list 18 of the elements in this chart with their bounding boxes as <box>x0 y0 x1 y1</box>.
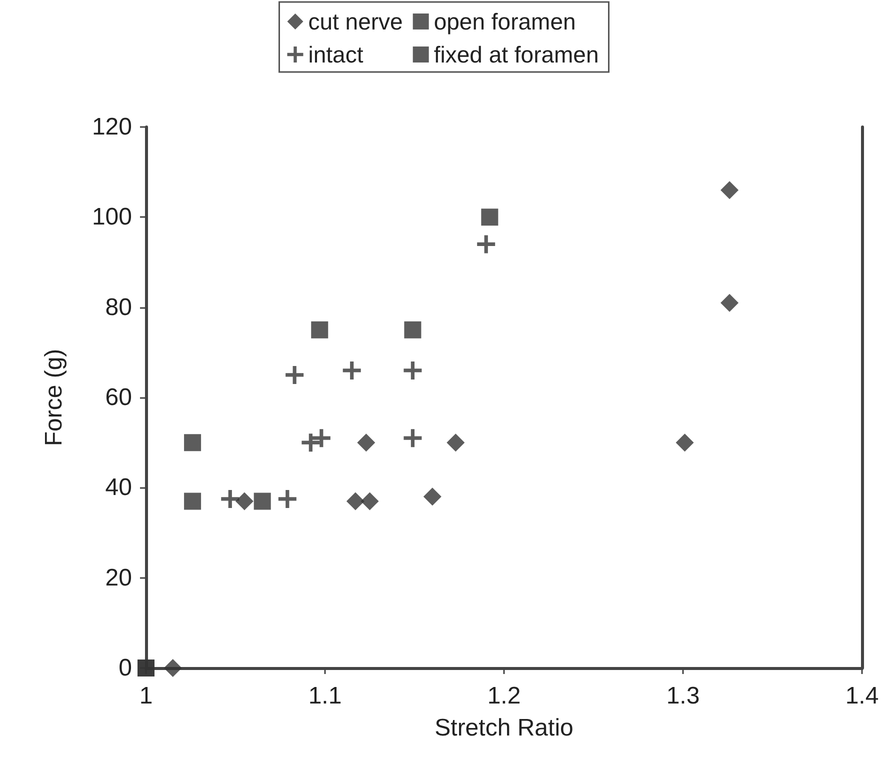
x-axis-title: Stretch Ratio <box>434 714 574 742</box>
y-tick-label: 20 <box>105 564 132 592</box>
legend-label: cut nerve <box>308 8 403 34</box>
y-axis-title: Force (g) <box>40 348 68 446</box>
x-tick-label: 1 <box>139 682 153 710</box>
y-tick-label: 80 <box>105 294 132 321</box>
legend-label: intact <box>308 42 364 68</box>
legend-label: open foramen <box>434 8 576 34</box>
x-tick-label: 1.2 <box>487 682 521 710</box>
y-tick-label: 40 <box>105 474 132 502</box>
y-tick-label: 60 <box>105 384 132 411</box>
y-tick-label: 100 <box>92 204 132 231</box>
x-tick-label: 1.3 <box>666 682 700 710</box>
y-tick-label: 120 <box>92 114 132 140</box>
y-tick-label: 0 <box>118 654 132 682</box>
x-tick-label: 1.1 <box>308 682 342 710</box>
legend-label: fixed at foramen <box>434 42 599 68</box>
x-tick-label: 1.4 <box>845 682 879 710</box>
